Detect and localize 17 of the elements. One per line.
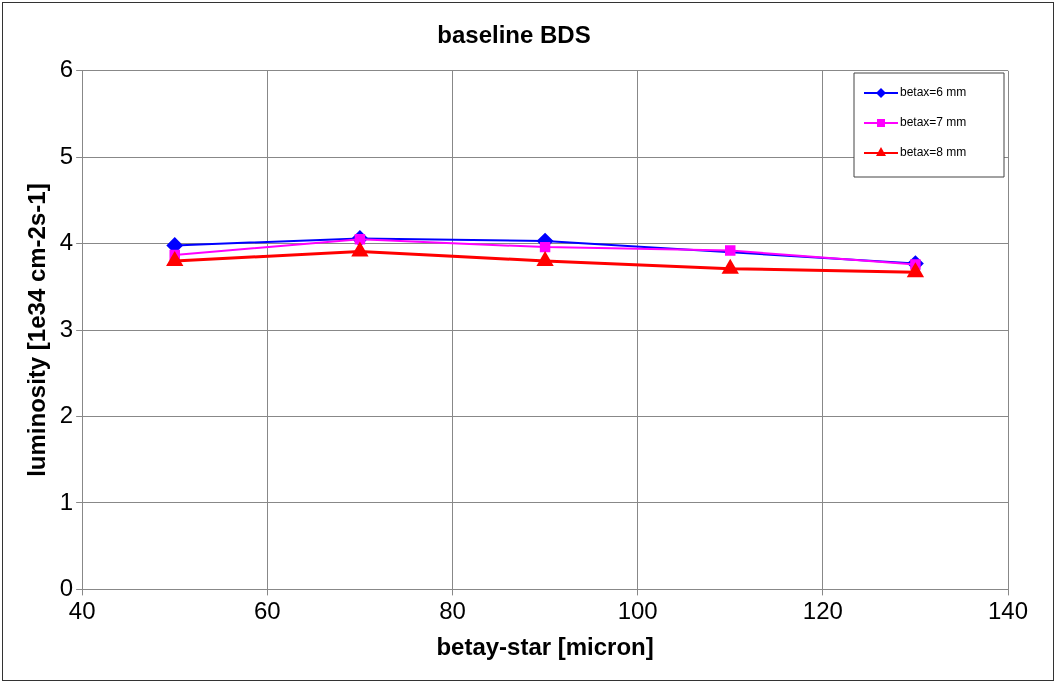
x-tick-label: 140	[987, 597, 1029, 625]
legend-label: betax=7 mm	[900, 115, 967, 130]
x-axis-title: betay-star [micron]	[436, 633, 654, 661]
y-tick-label: 3	[59, 314, 74, 342]
x-tick-label: 120	[802, 597, 843, 625]
x-tick-label: 80	[439, 597, 466, 625]
x-tick-label: 100	[617, 597, 658, 625]
legend-label: betax=6 mm	[900, 85, 967, 100]
y-tick-label: 6	[59, 55, 74, 83]
y-tick-label: 4	[59, 228, 74, 256]
x-tick-label: 60	[253, 597, 281, 625]
legend-label: betax=8 mm	[900, 145, 967, 160]
y-tick-label: 5	[59, 141, 74, 169]
chart-title: baseline BDS	[437, 21, 591, 49]
y-tick-label: 1	[59, 487, 74, 515]
y-tick-label: 2	[59, 401, 74, 429]
y-axis-title: luminosity [1e34 cm-2s-1]	[23, 183, 51, 477]
